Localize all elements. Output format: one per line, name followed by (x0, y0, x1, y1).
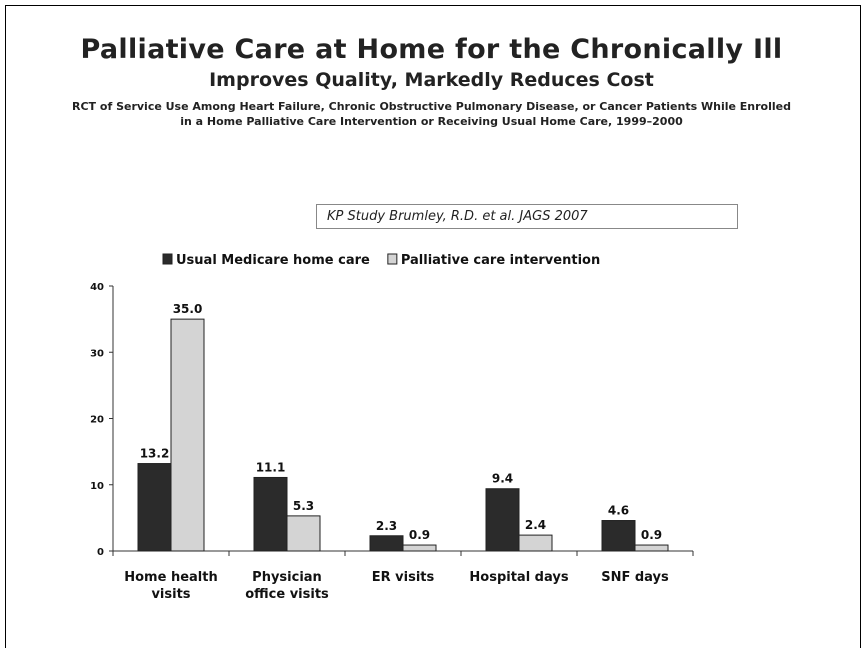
slide-title: Palliative Care at Home for the Chronica… (80, 34, 783, 65)
data-label: 5.3 (293, 499, 314, 513)
y-tick-label: 10 (90, 481, 104, 492)
x-category-label: Physician (252, 570, 322, 585)
bar (286, 515, 321, 552)
slide-subtitle: Improves Quality, Markedly Reduces Cost (209, 69, 654, 91)
bar (137, 463, 172, 552)
data-label: 9.4 (492, 472, 513, 486)
x-category-label: Hospital days (469, 570, 568, 585)
data-label: 0.9 (409, 528, 430, 542)
bar (518, 534, 553, 552)
data-label: 0.9 (641, 528, 662, 542)
bar (485, 488, 520, 552)
y-tick-label: 40 (90, 282, 104, 293)
data-label: 11.1 (256, 460, 286, 474)
bar (170, 318, 205, 552)
legend-label: Palliative care intervention (401, 253, 600, 268)
data-label: 13.2 (140, 447, 170, 461)
legend-label: Usual Medicare home care (176, 253, 370, 268)
data-label: 2.4 (525, 518, 546, 532)
x-category-label: office visits (245, 587, 329, 602)
bar (601, 520, 636, 552)
x-category-label: Home health (124, 570, 217, 585)
y-tick-label: 30 (90, 348, 104, 359)
slide-description: RCT of Service Use Among Heart Failure, … (72, 100, 791, 128)
bar (369, 535, 404, 552)
x-category-label: ER visits (372, 570, 435, 585)
slide-frame (5, 5, 861, 648)
y-tick-label: 0 (97, 547, 104, 558)
x-category-label: visits (151, 587, 190, 602)
data-label: 35.0 (173, 302, 203, 316)
x-category-label: SNF days (601, 570, 669, 585)
legend-swatch (387, 253, 398, 265)
data-label: 2.3 (376, 519, 397, 533)
citation-box: KP Study Brumley, R.D. et al. JAGS 2007 (316, 204, 738, 229)
bar (634, 544, 669, 552)
bar (402, 544, 437, 552)
legend-swatch (162, 253, 173, 265)
y-tick-label: 20 (90, 415, 104, 426)
bar (253, 476, 288, 552)
data-label: 4.6 (608, 504, 629, 518)
